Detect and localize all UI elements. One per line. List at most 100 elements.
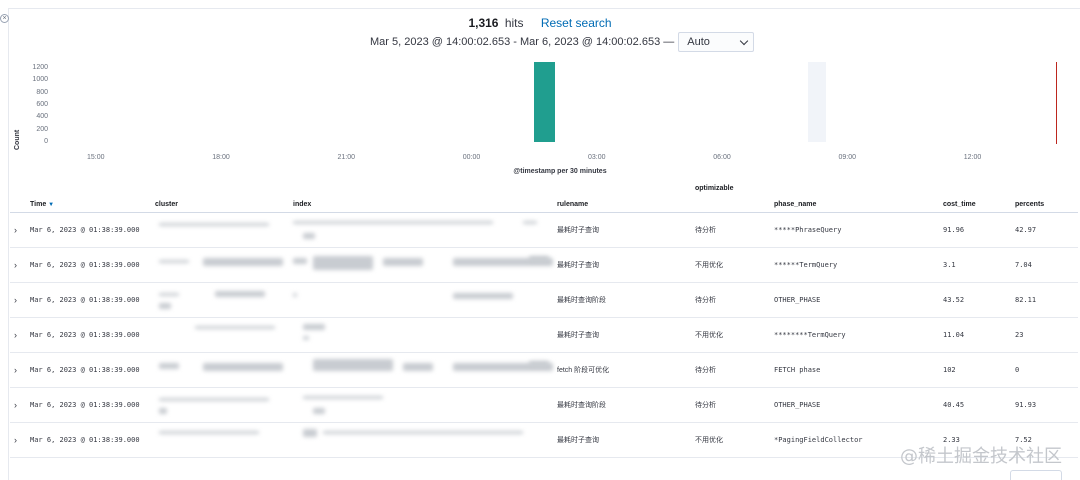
header-cluster[interactable]: cluster (155, 180, 293, 213)
cell-cluster-redacted (155, 422, 293, 458)
cell-percents: 42.97 (1015, 212, 1078, 248)
histogram-bar[interactable] (534, 62, 555, 142)
table-row[interactable]: › Mar 6, 2023 @ 01:38:39.000 最耗时子查询 不用优化 ***… (10, 317, 1078, 353)
table-row[interactable]: › Mar 6, 2023 @ 01:38:39.000 最耗时子查询 待分析 ****… (10, 212, 1078, 248)
cell-rulename: 最耗时查询阶段 (557, 387, 695, 423)
x-tick-label: 03:00 (587, 154, 606, 161)
cell-percents: 91.93 (1015, 387, 1078, 423)
cell-phase-name: ******TermQuery (774, 247, 943, 283)
cell-optimizable: 不用优化 (695, 422, 774, 458)
cell-rulename: fetch 阶段可优化 (557, 352, 695, 388)
cell-optimizable: 待分析 (695, 387, 774, 423)
x-tick-label: 00:00 (462, 154, 481, 161)
cell-phase-name: OTHER_PHASE (774, 282, 943, 318)
x-tick-label: 12:00 (963, 154, 982, 161)
chart-x-axis-label: @timestamp per 30 minutes (513, 168, 607, 175)
interval-value: Auto (687, 36, 710, 48)
sort-down-icon[interactable]: ▼ (48, 201, 55, 208)
row-expand-chevron-icon[interactable]: › (10, 282, 30, 318)
cell-cluster-redacted (155, 212, 293, 248)
header-cost-time[interactable]: cost_time (943, 180, 1015, 213)
cell-rulename: 最耗时子查询 (557, 422, 695, 458)
cell-index-redacted (293, 317, 557, 353)
results-table: Time ▼ cluster index rulename optimizabl… (10, 180, 1078, 458)
table-row[interactable]: › Mar 6, 2023 @ 01:38:39.000 最耗时查询阶段 待分析 OTH… (10, 387, 1078, 423)
header-time[interactable]: Time ▼ (30, 180, 155, 213)
cell-rulename: 最耗时子查询 (557, 247, 695, 283)
row-expand-chevron-icon[interactable]: › (10, 212, 30, 248)
watermark: @稀土掘金技术社区 (900, 446, 1062, 467)
cell-cost-time: 43.52 (943, 282, 1015, 318)
cell-phase-name: OTHER_PHASE (774, 387, 943, 423)
x-tick-label: 15:00 (86, 154, 105, 161)
x-tick-label: 09:00 (838, 154, 857, 161)
close-icon[interactable]: × (0, 14, 9, 23)
x-tick-label: 06:00 (713, 154, 731, 161)
cell-time: Mar 6, 2023 @ 01:38:39.000 (30, 212, 155, 248)
cell-cost-time: 40.45 (943, 387, 1015, 423)
cell-percents: 7.04 (1015, 247, 1078, 283)
cell-time: Mar 6, 2023 @ 01:38:39.000 (30, 282, 155, 318)
cell-cluster-redacted (155, 247, 293, 283)
header-percents[interactable]: percents (1015, 180, 1078, 213)
cell-optimizable: 待分析 (695, 282, 774, 318)
cell-phase-name: *****PhraseQuery (774, 212, 943, 248)
histogram-chart[interactable]: Count @timestamp per 30 minutes 1200 1000… (0, 58, 1080, 178)
y-tick-label: 1000 (32, 76, 48, 84)
x-tick-label: 21:00 (337, 154, 356, 161)
cell-cost-time: 2.33 (943, 422, 1015, 458)
row-expand-chevron-icon[interactable]: › (10, 352, 30, 388)
row-expand-chevron-icon[interactable]: › (10, 317, 30, 353)
table-row[interactable]: › Mar 6, 2023 @ 01:38:39.000 最耗时子查询 不用优化 *Pa… (10, 422, 1078, 458)
y-tick-label: 0 (44, 138, 48, 145)
hit-count: 1,316 (468, 16, 499, 30)
cell-time: Mar 6, 2023 @ 01:38:39.000 (30, 317, 155, 353)
footer-button[interactable] (1010, 470, 1062, 480)
header-index[interactable]: index (293, 180, 557, 213)
interval-select[interactable]: Auto (678, 32, 755, 52)
reset-search-link[interactable]: Reset search (540, 16, 612, 30)
cell-optimizable: 不用优化 (695, 317, 774, 353)
cell-cluster-redacted (155, 387, 293, 423)
cell-rulename: 最耗时子查询 (557, 212, 695, 248)
time-range-text: Mar 5, 2023 @ 14:00:02.653 - Mar 6, 2023… (370, 36, 675, 48)
row-expand-chevron-icon[interactable]: › (10, 387, 30, 423)
cell-index-redacted (293, 387, 557, 423)
cell-optimizable: 待分析 (695, 212, 774, 248)
table-header-row: Time ▼ cluster index rulename optimizabl… (10, 180, 1078, 213)
now-marker-line (1056, 62, 1057, 144)
hits-label: hits (504, 16, 524, 30)
row-expand-chevron-icon[interactable]: › (10, 422, 30, 458)
cell-optimizable: 待分析 (695, 352, 774, 388)
cell-cluster-redacted (155, 282, 293, 318)
row-expand-chevron-icon[interactable]: › (10, 247, 30, 283)
cell-cost-time: 102 (943, 352, 1015, 388)
cell-cost-time: 11.04 (943, 317, 1015, 353)
cell-time: Mar 6, 2023 @ 01:38:39.000 (30, 352, 155, 388)
header-rulename[interactable]: rulename (557, 180, 695, 213)
cell-rulename: 最耗时查询阶段 (557, 282, 695, 318)
cell-index-redacted (293, 247, 557, 283)
cell-index-redacted (293, 422, 557, 458)
chart-hover-band (808, 62, 826, 142)
y-tick-label: 200 (36, 125, 48, 133)
cell-percents: 82.11 (1015, 282, 1078, 318)
table-row[interactable]: › Mar 6, 2023 @ 01:38:39.000 最耗时查询阶段 待分析 OTH… (10, 282, 1078, 318)
y-tick-label: 400 (36, 113, 48, 121)
header-expander (10, 180, 30, 213)
cell-percents: 7.52 (1015, 422, 1078, 458)
table-row[interactable]: › Mar 6, 2023 @ 01:38:39.000 fetch 阶段可优化 待分… (10, 352, 1078, 388)
cell-cost-time: 91.96 (943, 212, 1015, 248)
hits-summary: 1,316 hits Reset search (0, 16, 1080, 30)
header-phase-name[interactable]: phase_name (774, 180, 943, 213)
time-range-row: Mar 5, 2023 @ 14:00:02.653 - Mar 6, 2023… (370, 32, 755, 52)
cell-index-redacted (293, 352, 557, 388)
cell-time: Mar 6, 2023 @ 01:38:39.000 (30, 422, 155, 458)
cell-time: Mar 6, 2023 @ 01:38:39.000 (30, 247, 155, 283)
cell-phase-name: ********TermQuery (774, 317, 943, 353)
header-optimizable[interactable]: optimizable (695, 180, 774, 213)
cell-time: Mar 6, 2023 @ 01:38:39.000 (30, 387, 155, 423)
cell-rulename: 最耗时子查询 (557, 317, 695, 353)
y-tick-label: 600 (36, 101, 48, 109)
table-row[interactable]: › Mar 6, 2023 @ 01:38:39.000 最耗时子查询 不用优化 ***… (10, 247, 1078, 283)
